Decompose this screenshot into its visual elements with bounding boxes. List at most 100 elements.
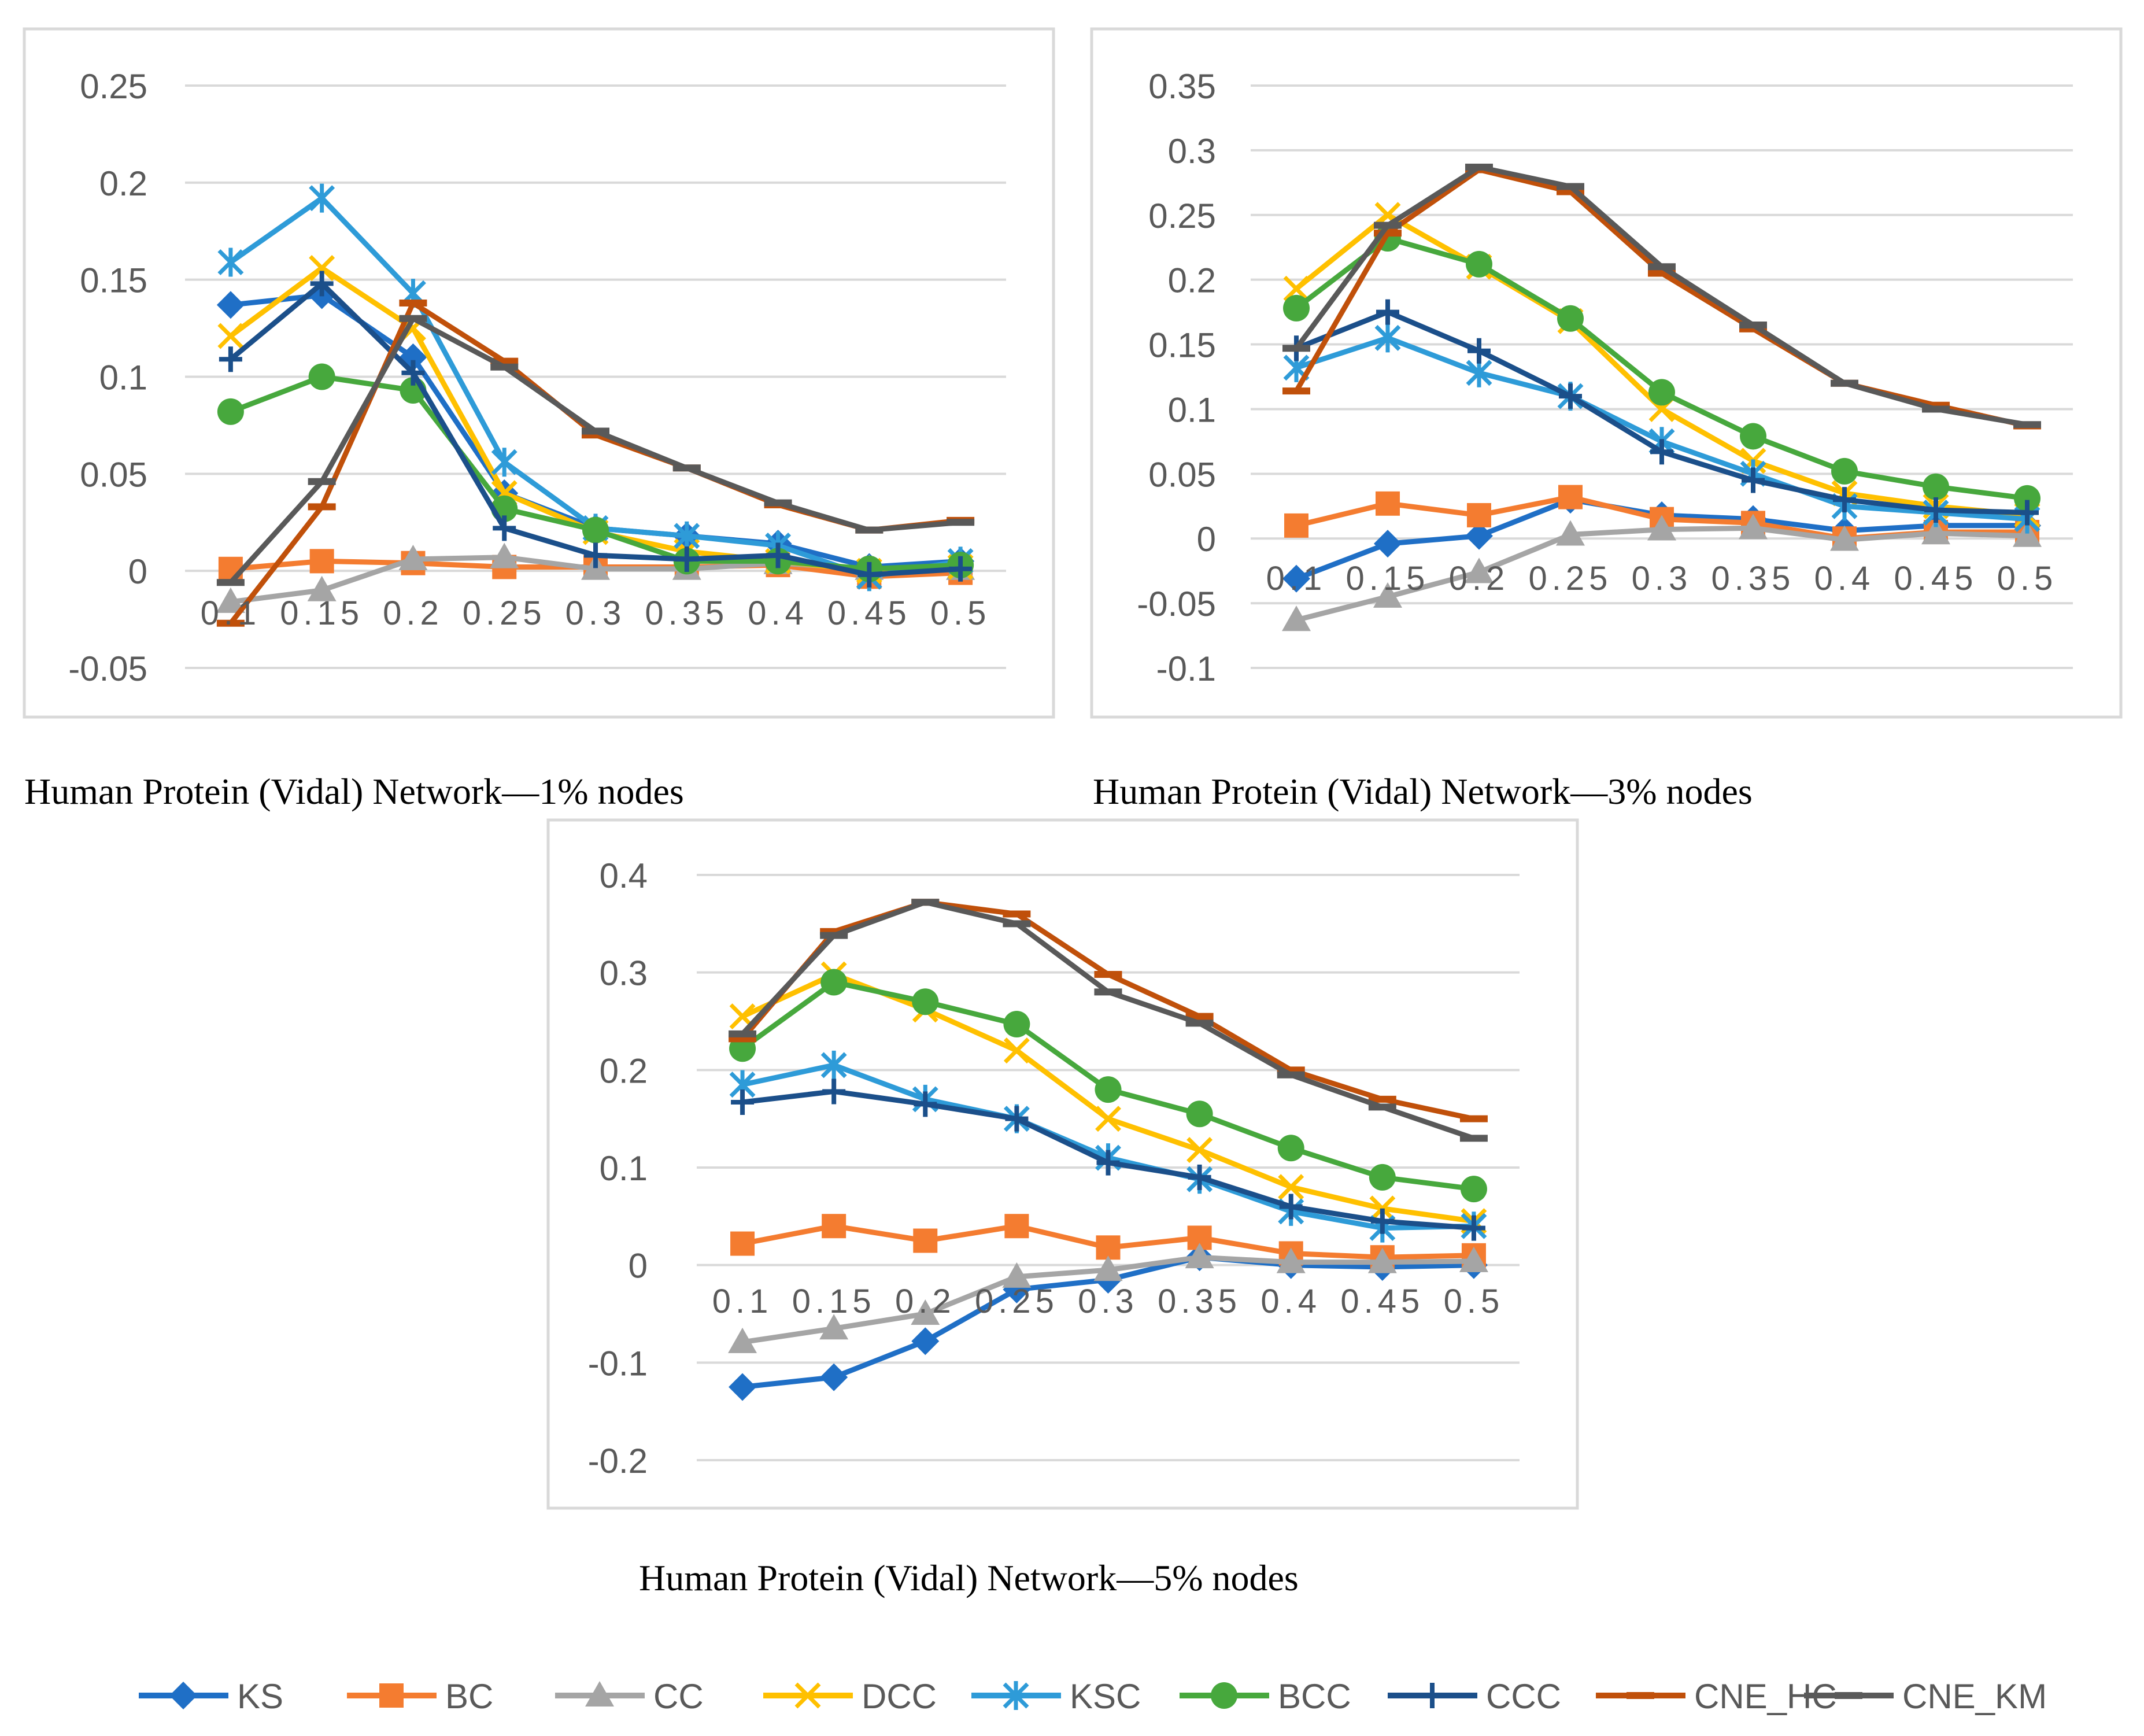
- y-tick-label: 0.2: [600, 1051, 648, 1090]
- data-point: [1742, 467, 1765, 493]
- legend-marker: [379, 1683, 404, 1708]
- data-point: [1004, 1214, 1029, 1239]
- x-tick-label: 0.5: [1444, 1283, 1505, 1320]
- x-tick-label: 0.15: [1346, 560, 1430, 597]
- data-point: [857, 562, 881, 588]
- data-point: [1003, 1011, 1030, 1038]
- data-point: [1283, 275, 1310, 302]
- data-point: [949, 556, 973, 582]
- y-tick-label: 0.25: [1148, 197, 1216, 235]
- data-point: [490, 542, 519, 568]
- chart-frame: [546, 818, 1579, 1510]
- y-tick-label: -0.1: [1156, 649, 1216, 688]
- data-point: [1833, 487, 1856, 513]
- legend: KS BC CC DCC KSC BCC CCC CNE_HC CNE_KM: [139, 1677, 2047, 1716]
- legend-item-ccc: CCC: [1388, 1677, 1561, 1716]
- legend-label: KSC: [1070, 1677, 1141, 1716]
- data-point: [1188, 1164, 1211, 1190]
- x-tick-label: 0.25: [975, 1283, 1059, 1320]
- chart-1pct: 0.250.20.150.10.050-0.05 0.1 0.15 0.2 0.25 0…: [23, 27, 1055, 812]
- y-tick-label: 0.1: [99, 359, 147, 397]
- y-tick-label: 0.25: [80, 67, 147, 106]
- series-cne-km: [1282, 163, 2041, 429]
- data-point: [1276, 1247, 1306, 1273]
- x-tick-label: 0.4: [1814, 560, 1875, 597]
- data-point: [914, 1091, 937, 1117]
- data-point: [491, 448, 517, 477]
- x-tick-label: 0.1: [712, 1283, 773, 1320]
- data-point: [820, 1363, 848, 1391]
- data-point: [219, 346, 242, 372]
- data-point: [1376, 491, 1400, 516]
- series-ccc: [219, 271, 973, 588]
- y-tick-label: 0: [629, 1247, 648, 1286]
- x-tick-label: 0.45: [1894, 560, 1978, 597]
- data-point: [1277, 1135, 1304, 1162]
- data-point: [1459, 1246, 1488, 1272]
- data-point: [2014, 485, 2041, 512]
- y-tick-label: -0.05: [1137, 585, 1216, 623]
- x-tick-label: 0.15: [792, 1283, 876, 1320]
- data-point: [310, 271, 334, 297]
- legend-label: BC: [445, 1677, 493, 1716]
- data-point: [820, 969, 848, 996]
- legend-label: KS: [237, 1677, 283, 1716]
- data-point: [307, 575, 337, 601]
- x-tick-label: 0.35: [645, 594, 729, 632]
- data-point: [308, 363, 335, 390]
- x-axis-ticks: 0.1 0.15 0.2 0.25 0.3 0.35 0.4 0.45 0.5: [712, 1283, 1505, 1320]
- x-tick-label: 0.1: [201, 594, 261, 632]
- data-point: [217, 323, 244, 349]
- data-point: [1003, 1037, 1030, 1064]
- legend-label: CCC: [1486, 1677, 1561, 1716]
- data-point: [1556, 520, 1585, 546]
- series-cc: [728, 1243, 1488, 1353]
- series-layer: [216, 183, 975, 627]
- y-tick-label: 0.3: [600, 954, 648, 993]
- y-tick-label: 0.05: [1148, 455, 1216, 494]
- data-point: [731, 1089, 755, 1115]
- data-point: [216, 291, 245, 319]
- chart-frame: [1090, 27, 2123, 719]
- data-point: [1647, 515, 1676, 541]
- data-point: [1467, 503, 1491, 527]
- series-layer: [728, 899, 1488, 1401]
- data-point: [822, 1078, 846, 1105]
- series-layer: [1282, 163, 2042, 631]
- data-point: [217, 248, 244, 277]
- legend-item-ksc: KSC: [971, 1677, 1141, 1716]
- y-tick-label: 0.3: [1168, 132, 1216, 171]
- y-tick-label: -0.2: [588, 1442, 648, 1480]
- legend-marker: [169, 1682, 197, 1709]
- data-point: [1921, 519, 1950, 545]
- legend-item-dcc: DCC: [763, 1677, 937, 1716]
- data-point: [822, 1214, 846, 1239]
- data-point: [1096, 1150, 1120, 1176]
- data-point: [1279, 1194, 1303, 1220]
- x-tick-label: 0.25: [463, 594, 546, 632]
- y-axis-ticks: 0.35 0.3 0.25 0.2 0.15 0.1 0.05 0 -0.05 -0.1: [1137, 67, 1216, 688]
- legend-item-ks: KS: [139, 1677, 283, 1716]
- x-tick-label: 0.4: [748, 594, 808, 632]
- data-point: [1923, 473, 1949, 500]
- data-point: [730, 1231, 755, 1256]
- series-cne-km: [216, 315, 975, 586]
- data-point: [1374, 323, 1401, 353]
- x-tick-label: 0.35: [1711, 560, 1795, 597]
- data-point: [1283, 294, 1310, 322]
- legend-label: BCC: [1278, 1677, 1351, 1716]
- x-tick-label: 0.4: [1260, 1283, 1321, 1320]
- data-point: [728, 1327, 757, 1353]
- y-tick-label: 0.35: [1148, 67, 1216, 106]
- data-point: [1467, 338, 1491, 364]
- data-point: [1282, 564, 1310, 593]
- x-tick-label: 0.45: [1340, 1283, 1424, 1320]
- data-point: [1739, 514, 1768, 540]
- data-point: [217, 398, 244, 425]
- legend-marker: [1421, 1683, 1444, 1708]
- y-tick-label: -0.05: [68, 649, 147, 688]
- data-point: [1002, 1262, 1032, 1288]
- data-point: [1376, 299, 1399, 325]
- legend-marker: [585, 1681, 614, 1707]
